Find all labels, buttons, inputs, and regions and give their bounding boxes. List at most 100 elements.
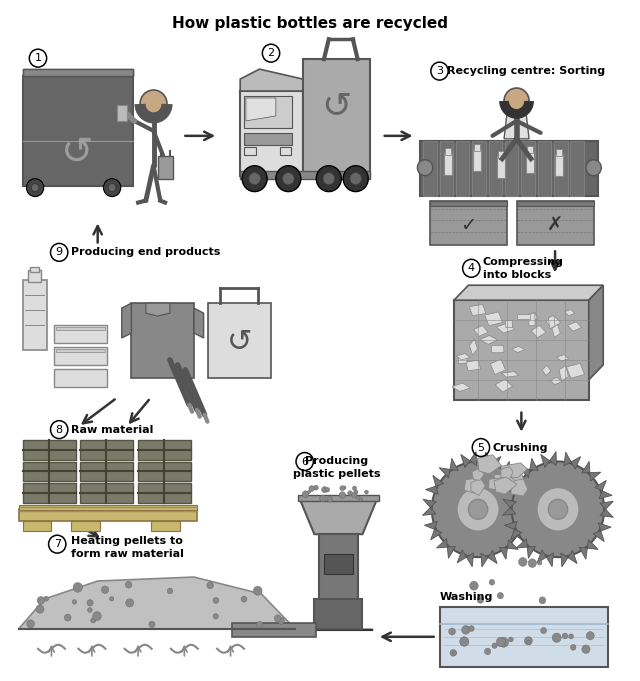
- Circle shape: [167, 588, 173, 594]
- Polygon shape: [501, 463, 527, 478]
- Bar: [240, 91, 303, 176]
- Circle shape: [562, 633, 568, 639]
- Bar: [244, 147, 255, 155]
- Polygon shape: [19, 577, 295, 629]
- Bar: [505, 141, 518, 195]
- Circle shape: [417, 160, 433, 176]
- Polygon shape: [548, 315, 555, 329]
- Circle shape: [492, 643, 497, 648]
- Text: ↺: ↺: [61, 133, 94, 172]
- Circle shape: [44, 597, 49, 601]
- Polygon shape: [158, 156, 173, 178]
- Text: 9: 9: [56, 247, 63, 257]
- Circle shape: [101, 586, 109, 593]
- Bar: [324, 554, 353, 574]
- Polygon shape: [246, 98, 276, 121]
- Polygon shape: [593, 523, 611, 541]
- Polygon shape: [122, 303, 131, 338]
- Polygon shape: [477, 455, 501, 474]
- Circle shape: [348, 491, 353, 496]
- Bar: [556, 148, 562, 156]
- Polygon shape: [561, 550, 577, 567]
- Circle shape: [104, 178, 121, 197]
- Circle shape: [257, 621, 263, 628]
- Bar: [19, 505, 197, 510]
- Bar: [22, 440, 76, 460]
- Bar: [81, 440, 133, 460]
- Polygon shape: [513, 523, 531, 541]
- Circle shape: [322, 487, 328, 492]
- Circle shape: [283, 173, 294, 185]
- Text: Recycling centre: Sorting: Recycling centre: Sorting: [447, 66, 605, 76]
- Polygon shape: [511, 469, 524, 489]
- Circle shape: [320, 495, 326, 502]
- Circle shape: [527, 640, 531, 644]
- Polygon shape: [490, 359, 506, 375]
- Circle shape: [339, 492, 346, 498]
- Text: Washing: Washing: [440, 592, 493, 602]
- Circle shape: [253, 586, 262, 595]
- Polygon shape: [520, 501, 533, 518]
- Circle shape: [275, 615, 281, 622]
- Text: Compressing
into blocks: Compressing into blocks: [483, 257, 564, 280]
- Circle shape: [350, 173, 362, 185]
- Bar: [516, 201, 593, 206]
- Text: ↺: ↺: [321, 89, 351, 123]
- Circle shape: [468, 626, 474, 631]
- Polygon shape: [424, 522, 442, 540]
- Bar: [209, 303, 271, 378]
- Circle shape: [327, 496, 333, 502]
- Polygon shape: [240, 69, 303, 91]
- Bar: [54, 325, 108, 343]
- Circle shape: [450, 650, 456, 656]
- Bar: [440, 607, 608, 667]
- Bar: [554, 141, 568, 195]
- Polygon shape: [452, 383, 470, 392]
- Polygon shape: [495, 379, 513, 392]
- Polygon shape: [504, 522, 522, 540]
- Polygon shape: [516, 539, 536, 558]
- Circle shape: [512, 462, 604, 557]
- Circle shape: [504, 88, 529, 114]
- Bar: [22, 462, 76, 481]
- Text: ✓: ✓: [460, 216, 477, 235]
- Bar: [280, 147, 291, 155]
- Polygon shape: [537, 550, 554, 567]
- Polygon shape: [506, 320, 513, 328]
- Bar: [232, 623, 316, 637]
- Bar: [444, 153, 452, 175]
- Circle shape: [65, 614, 71, 621]
- Bar: [445, 148, 451, 155]
- Bar: [570, 141, 584, 195]
- Polygon shape: [500, 475, 515, 488]
- Polygon shape: [506, 475, 524, 494]
- Circle shape: [570, 644, 576, 650]
- Bar: [30, 268, 39, 272]
- Circle shape: [548, 499, 568, 520]
- Polygon shape: [502, 499, 516, 516]
- Polygon shape: [471, 479, 485, 496]
- Bar: [117, 105, 127, 121]
- Circle shape: [316, 165, 341, 191]
- Circle shape: [140, 90, 167, 118]
- Text: Crushing: Crushing: [493, 443, 548, 453]
- Circle shape: [309, 486, 314, 492]
- Polygon shape: [469, 304, 486, 316]
- Circle shape: [354, 490, 358, 494]
- Bar: [430, 201, 507, 245]
- Polygon shape: [568, 322, 582, 331]
- Polygon shape: [501, 372, 519, 377]
- Polygon shape: [595, 480, 612, 498]
- Circle shape: [342, 486, 346, 490]
- Polygon shape: [552, 324, 561, 338]
- Bar: [22, 76, 133, 186]
- Text: 4: 4: [468, 264, 475, 273]
- Polygon shape: [481, 550, 497, 567]
- Bar: [303, 59, 370, 176]
- Circle shape: [242, 165, 267, 191]
- Bar: [298, 495, 379, 501]
- Circle shape: [432, 462, 524, 557]
- Circle shape: [278, 618, 284, 624]
- Circle shape: [582, 645, 590, 654]
- Bar: [430, 201, 507, 206]
